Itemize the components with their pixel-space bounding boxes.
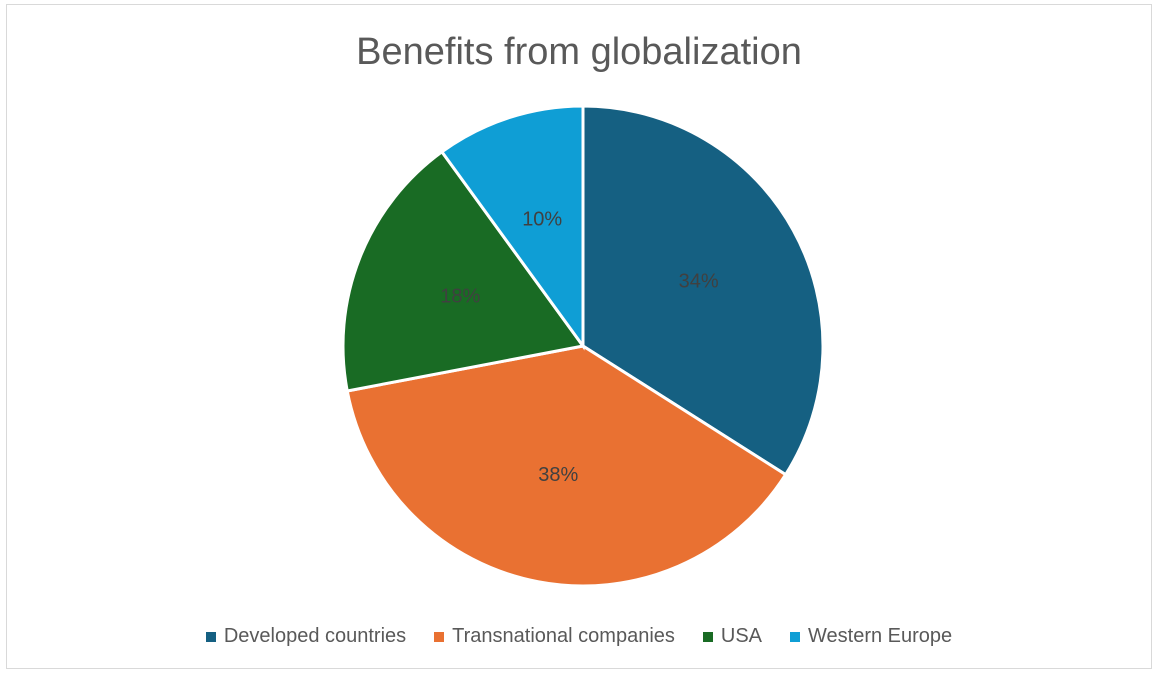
legend: Developed countries Transnational compan… <box>7 625 1151 648</box>
chart-title: Benefits from globalization <box>356 31 802 73</box>
legend-item: Western Europe <box>790 625 952 648</box>
data-label: 10% <box>522 209 562 231</box>
pie-chart: 34% 38% 18% 10% <box>341 104 825 588</box>
slice-usa <box>341 149 586 393</box>
slice-western-europe <box>439 104 585 351</box>
legend-label: Transnational companies <box>452 625 675 647</box>
legend-item: Transnational companies <box>434 625 675 648</box>
legend-item: USA <box>702 625 763 648</box>
legend-label: Developed countries <box>223 625 407 647</box>
legend-item: Developed countries <box>205 625 407 648</box>
legend-label: Western Europe <box>808 625 953 647</box>
legend-swatch <box>434 631 445 642</box>
legend-swatch <box>790 631 801 642</box>
slice-transnational-companies <box>345 344 788 588</box>
data-label: 18% <box>440 286 480 308</box>
data-label: 34% <box>679 271 719 293</box>
legend-swatch <box>205 631 216 642</box>
data-label: 38% <box>538 464 578 486</box>
legend-label: USA <box>720 625 763 647</box>
chart-area: Benefits from globalization 34% 38% 18% 10%… <box>6 4 1152 669</box>
legend-swatch <box>702 631 713 642</box>
